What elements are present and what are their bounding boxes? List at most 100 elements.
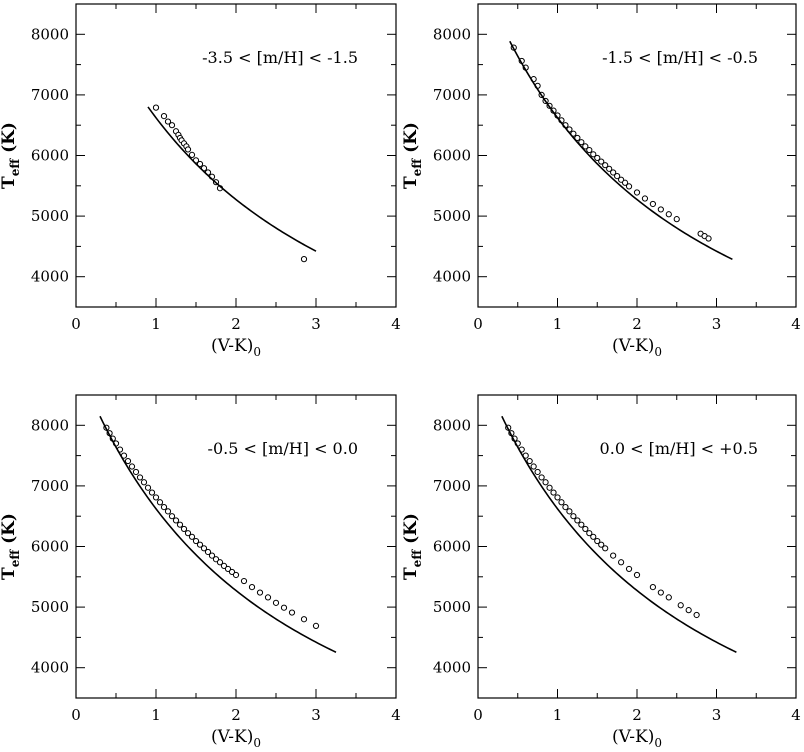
data-point [705,235,712,242]
data-point [152,494,160,501]
y-tick-label: 6000 [433,538,471,556]
data-point [272,599,280,606]
data-point [148,489,156,496]
data-point [232,571,240,579]
y-tick-label: 4000 [433,659,471,677]
data-point [180,525,188,533]
data-point [300,256,308,263]
fit-curve [509,40,733,261]
data-point [610,552,617,559]
data-point [582,143,589,150]
y-tick-label: 8000 [433,25,471,43]
data-point [554,494,561,501]
y-tick-label: 4000 [31,659,69,677]
x-tick-label: 2 [231,706,241,724]
y-tick-label: 4000 [433,268,471,286]
data-point [220,562,228,569]
data-point [621,179,629,186]
data-point [312,622,320,629]
data-point [224,565,232,573]
x-tick-label: 4 [791,706,801,724]
data-point [562,504,569,511]
x-tick-label: 1 [553,706,563,724]
data-point [602,545,609,552]
data-point [693,611,700,619]
data-point [590,151,597,158]
chart-panel-2: 0 1 2 3 4 4000 5000 6000 7000 8000 (V-K)0 Teff (K) -… [401,3,801,359]
x-tick-label: 0 [71,315,81,333]
x-tick-label: 1 [151,706,161,724]
y-axis-title: Teff (K) [401,122,424,189]
data-point [240,577,248,585]
y-tick-label: 8000 [31,416,69,434]
data-point [264,594,272,601]
x-tick-label: 2 [632,315,642,333]
data-point [124,457,132,465]
data-point [649,200,657,208]
data-point [216,559,224,566]
data-point [168,122,176,129]
y-tick-label: 5000 [433,207,471,225]
data-point [618,559,625,566]
data-point [657,589,664,596]
data-point [594,154,601,162]
data-point [538,474,545,481]
data-point [176,521,184,528]
data-point [168,513,176,520]
data-point [184,146,192,153]
data-point [665,211,672,218]
x-axis-title: (V-K)0 [612,727,662,750]
data-point [574,517,581,524]
data-point [212,556,220,563]
x-tick-label: 0 [71,706,81,724]
data-point [152,104,160,111]
data-point [164,508,172,515]
x-tick-label: 4 [391,706,401,724]
data-point [526,457,533,465]
data-point [208,552,216,559]
data-point [578,139,585,146]
data-point [204,548,212,556]
data-point [578,521,585,528]
data-point [602,162,609,169]
x-tick-label: 4 [791,315,801,333]
y-tick-label: 5000 [31,598,69,616]
data-point [156,499,164,506]
x-tick-label: 0 [473,315,483,333]
data-point [542,479,549,486]
data-point [677,602,684,609]
data-point [586,146,593,154]
data-point [685,607,692,614]
chart-panel-3: 0 1 2 3 4 4000 5000 6000 7000 8000 (V-K)0 Teff (K) -… [0,394,401,750]
data-point [288,609,296,616]
data-point [188,151,196,158]
x-tick-label: 3 [311,706,321,724]
data-point [625,565,633,573]
x-axis-title: (V-K)0 [211,336,261,359]
data-point [136,474,144,481]
x-axis-title: (V-K)0 [211,727,261,750]
x-tick-label: 3 [712,315,722,333]
x-axis-title: (V-K)0 [612,336,662,359]
y-axis-title: Teff (K) [0,122,22,189]
y-tick-label: 6000 [31,147,69,165]
x-tick-label: 4 [391,315,401,333]
x-tick-label: 1 [553,315,563,333]
data-point [160,113,168,120]
data-point [196,541,204,548]
data-point [641,195,649,202]
metallicity-annotation: 0.0 < [m/H] < +0.5 [600,439,758,458]
data-point [546,484,553,491]
y-axis-title: Teff (K) [0,513,22,580]
data-point [172,517,180,524]
data-point [248,584,256,591]
chart-panel-4: 0 1 2 3 4 4000 5000 6000 7000 8000 (V-K)0 Teff (K) 0… [401,394,801,750]
data-point [673,216,680,223]
y-axis-title: Teff (K) [401,513,424,580]
x-tick-label: 0 [473,706,483,724]
data-point [200,545,208,552]
data-point [582,525,589,533]
data-point [570,513,577,520]
data-point [256,589,264,596]
data-point [633,189,641,196]
